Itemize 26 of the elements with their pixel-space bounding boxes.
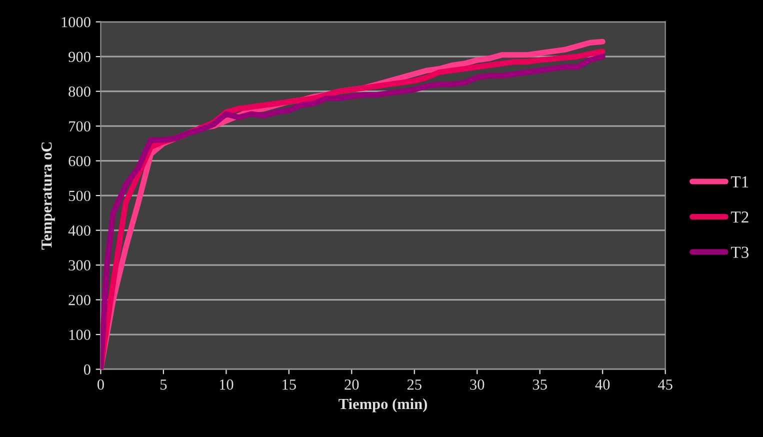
legend-label: T1 xyxy=(730,176,748,188)
x-tick-label: 10 xyxy=(220,379,234,390)
y-tick-label: 0 xyxy=(84,364,90,375)
legend-label: T2 xyxy=(730,212,748,223)
x-axis-title: Tiempo (min) xyxy=(338,398,427,412)
x-tick-label: 40 xyxy=(595,379,610,390)
x-tick-label: 5 xyxy=(160,380,167,390)
y-tick-label: 1000 xyxy=(62,16,90,28)
x-tick-label: 25 xyxy=(407,379,422,390)
y-tick-label: 900 xyxy=(68,52,90,62)
y-tick-label: 500 xyxy=(68,190,90,202)
x-tick-label: 30 xyxy=(470,379,484,390)
y-tick-label: 100 xyxy=(69,330,90,340)
x-tick-label: 0 xyxy=(97,379,104,390)
y-tick-label: 400 xyxy=(68,225,90,236)
y-axis-title: Temperatura oC xyxy=(42,142,55,250)
y-tick-label: 200 xyxy=(68,294,90,306)
x-tick-label: 20 xyxy=(344,379,359,390)
y-tick-label: 700 xyxy=(69,121,90,132)
y-tick-label: 600 xyxy=(68,156,90,166)
x-tick-label: 15 xyxy=(282,380,296,390)
x-tick-label: 45 xyxy=(658,380,672,390)
x-tick-label: 35 xyxy=(532,379,547,390)
y-tick-label: 800 xyxy=(68,86,90,97)
y-tick-label: 300 xyxy=(68,260,90,270)
legend-label: T3 xyxy=(730,246,749,258)
